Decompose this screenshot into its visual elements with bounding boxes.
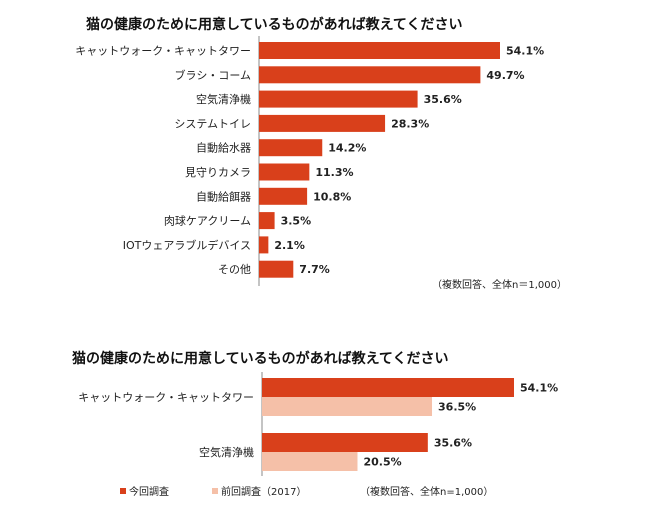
legend-swatch-previous	[212, 487, 218, 494]
chart1-bar	[259, 66, 481, 84]
legend-swatch-current	[120, 487, 126, 494]
chart2-bar	[262, 433, 428, 452]
legend-label-previous: 前回調査（2017）	[221, 487, 307, 498]
chart1-value-label: 11.3%	[315, 166, 353, 179]
chart2-title: 猫の健康のために用意しているものがあれば教えてください	[72, 351, 449, 367]
chart1-title: 猫の健康のために用意しているものがあれば教えてください	[86, 17, 463, 33]
chart1-category-label: 肉球ケアクリーム	[164, 214, 251, 228]
chart1-note: （複数回答、全体n＝1,000）	[432, 280, 567, 291]
chart1-value-label: 10.8%	[313, 190, 351, 203]
chart1-bar	[259, 114, 386, 132]
chart1-category-label: キャットウォーク・キャットタワー	[75, 45, 251, 58]
chart1-value-label: 35.6%	[424, 93, 462, 106]
chart2-category-label: 空気清浄機	[199, 445, 254, 459]
legend-item-previous: 前回調査（2017）	[212, 483, 306, 498]
chart1-value-label: 49.7%	[486, 69, 524, 82]
chart1-bar	[259, 42, 500, 59]
chart2-value-label: 54.1%	[520, 382, 558, 395]
chart1-category-label: システムトイレ	[174, 117, 251, 130]
chart1-bar	[259, 139, 323, 157]
chart2-bar	[262, 452, 358, 471]
chart1-value-label: 3.5%	[281, 215, 312, 228]
chart2-value-label: 36.5%	[438, 401, 476, 414]
chart2-category-label: キャットウォーク・キャットタワー	[78, 391, 254, 404]
chart1-value-label: 2.1%	[274, 239, 305, 252]
chart2-note: （複数回答、全体n=1,000）	[360, 487, 494, 498]
chart1-category-label: ブラシ・コーム	[175, 68, 251, 82]
chart1-value-label: 7.7%	[299, 263, 330, 276]
chart1-category-label: IOTウェアラブルデバイス	[123, 238, 251, 252]
chart1-plot: キャットウォーク・キャットタワー 54.1% ブラシ・コーム 49.7% 空気清浄機 35…	[75, 36, 544, 286]
chart1-bar	[259, 90, 418, 108]
chart2-value-label: 20.5%	[363, 456, 401, 469]
chart2-value-label: 35.6%	[434, 437, 472, 450]
chart2-bar	[262, 378, 514, 397]
chart2-bar	[262, 397, 433, 416]
chart1-category-label: 空気清浄機	[196, 92, 251, 106]
chart1-value-label: 14.2%	[328, 142, 366, 155]
chart1-bar	[259, 187, 308, 205]
chart1-bar	[259, 260, 294, 278]
chart1-bar	[259, 236, 269, 254]
legend-item-current: 今回調査	[120, 483, 169, 498]
chart1-bar	[259, 163, 310, 181]
chart1-value-label: 28.3%	[391, 117, 429, 130]
chart1-bar	[259, 212, 275, 230]
legend-label-current: 今回調査	[129, 487, 169, 498]
chart1-value-label: 54.1%	[506, 45, 544, 58]
chart1-category-label: 自動給水器	[196, 141, 251, 155]
chart1-category-label: 自動給餌器	[196, 189, 251, 203]
chart1-category-label: その他	[218, 263, 251, 276]
chart1-category-label: 見守りカメラ	[185, 165, 251, 179]
